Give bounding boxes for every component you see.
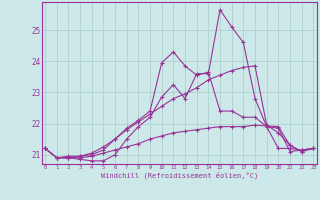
X-axis label: Windchill (Refroidissement éolien,°C): Windchill (Refroidissement éolien,°C): [100, 172, 258, 179]
